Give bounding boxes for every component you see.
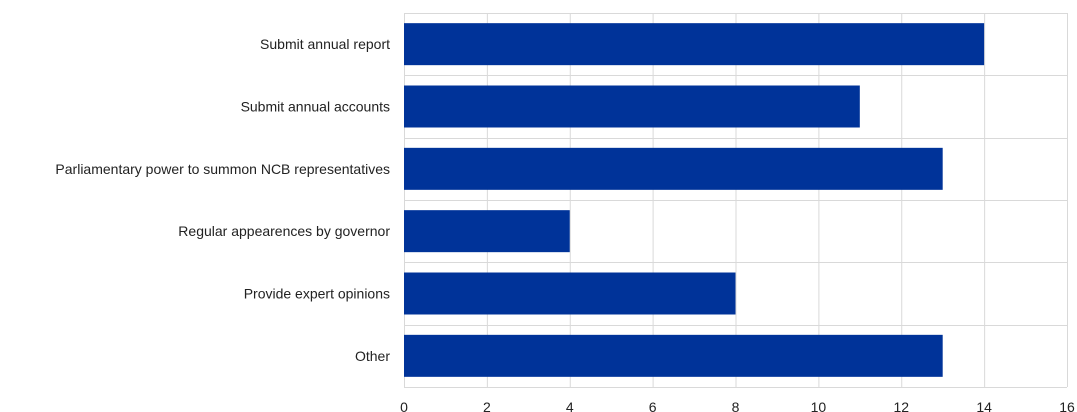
bars xyxy=(404,23,985,377)
category-labels: Submit annual report Submit annual accoun… xyxy=(55,36,390,364)
bar xyxy=(404,147,943,190)
bar xyxy=(404,334,943,377)
category-label: Submit annual report xyxy=(260,36,390,52)
bar xyxy=(404,272,736,315)
x-tick-label: 8 xyxy=(732,399,740,412)
x-tick-label: 4 xyxy=(566,399,574,412)
x-tick-label: 6 xyxy=(649,399,657,412)
x-tick-label: 10 xyxy=(811,399,827,412)
x-tick-label: 12 xyxy=(893,399,909,412)
category-label: Other xyxy=(355,348,390,364)
x-tick-label: 16 xyxy=(1059,399,1075,412)
x-tick-label: 2 xyxy=(483,399,491,412)
category-label: Provide expert opinions xyxy=(244,286,390,302)
category-label: Parliamentary power to summon NCB repres… xyxy=(55,161,390,177)
category-label: Regular appearences by governor xyxy=(178,223,390,239)
x-tick-label: 0 xyxy=(400,399,408,412)
bar xyxy=(404,85,860,128)
category-label: Submit annual accounts xyxy=(241,99,390,115)
x-tick-labels: 0 2 4 6 8 10 12 14 16 xyxy=(400,399,1075,412)
grid xyxy=(404,13,1068,388)
x-tick-label: 14 xyxy=(976,399,992,412)
bar xyxy=(404,210,570,253)
bar xyxy=(404,23,985,66)
